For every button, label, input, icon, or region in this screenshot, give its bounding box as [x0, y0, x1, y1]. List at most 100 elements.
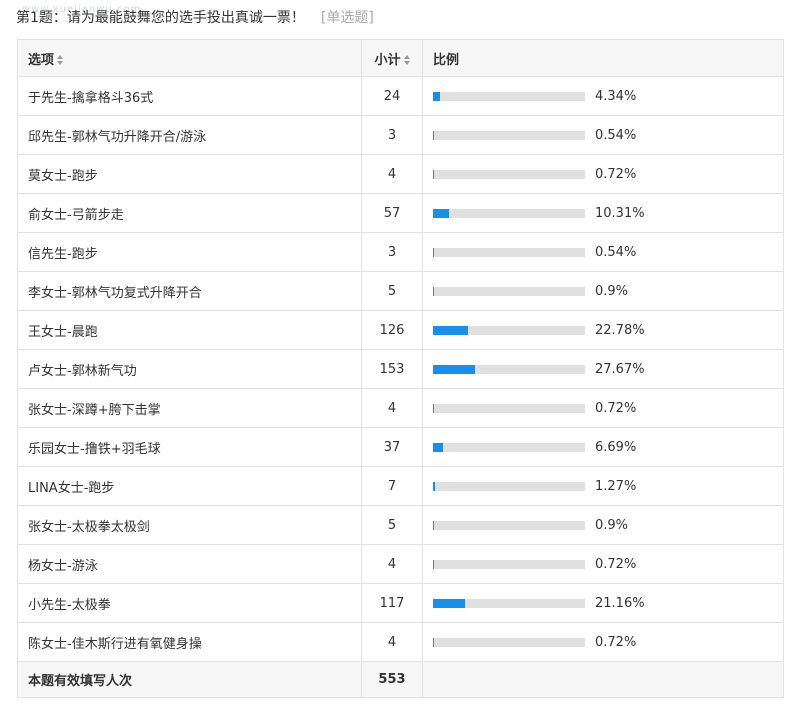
progress-bar	[433, 520, 585, 530]
table-row: 莫女士-跑步 4 0.72%	[17, 154, 784, 194]
question-title: 第1题：请为最能鼓舞您的选手投出真诚一票！ [单选题]	[16, 6, 374, 30]
count-cell: 126	[361, 310, 423, 350]
option-cell: 李女士-郭林气功复式升降开合	[17, 271, 362, 311]
count-cell: 4	[361, 388, 423, 428]
option-cell: 杨女士-游泳	[17, 544, 362, 584]
progress-bar	[433, 208, 585, 218]
count-cell: 117	[361, 583, 423, 623]
progress-bar	[433, 364, 585, 374]
progress-fill	[433, 169, 435, 179]
percent-label: 27.67%	[595, 361, 645, 377]
percent-label: 0.54%	[595, 244, 637, 260]
ratio-cell: 0.72%	[422, 544, 784, 584]
progress-bar	[433, 130, 585, 140]
percent-label: 0.72%	[595, 400, 637, 416]
progress-bar	[433, 91, 585, 101]
ratio-cell: 0.72%	[422, 388, 784, 428]
count-cell: 153	[361, 349, 423, 389]
progress-bar	[433, 403, 585, 413]
progress-bar	[433, 286, 585, 296]
ratio-cell: 10.31%	[422, 193, 784, 233]
percent-label: 21.16%	[595, 595, 645, 611]
table-row: 李女士-郭林气功复式升降开合 5 0.9%	[17, 271, 784, 311]
table-row: 信先生-跑步 3 0.54%	[17, 232, 784, 272]
count-cell: 4	[361, 154, 423, 194]
footer-label: 本题有效填写人次	[17, 661, 362, 698]
count-cell: 3	[361, 115, 423, 155]
question-type-label: [单选题]	[320, 10, 374, 26]
option-cell: 俞女士-弓箭步走	[17, 193, 362, 233]
ratio-cell: 4.34%	[422, 76, 784, 116]
ratio-cell: 0.54%	[422, 232, 784, 272]
count-cell: 24	[361, 76, 423, 116]
option-cell: 莫女士-跑步	[17, 154, 362, 194]
progress-bar	[433, 598, 585, 608]
progress-fill	[433, 637, 435, 647]
progress-fill	[433, 325, 468, 335]
progress-fill	[433, 403, 435, 413]
progress-fill	[433, 286, 435, 296]
table-header-row: 选项 小计 比例	[17, 39, 784, 77]
table-row: 于先生-擒拿格斗36式 24 4.34%	[17, 76, 784, 116]
footer-empty-cell	[422, 661, 784, 698]
percent-label: 22.78%	[595, 322, 645, 338]
ratio-cell: 0.72%	[422, 154, 784, 194]
count-cell: 37	[361, 427, 423, 467]
ratio-cell: 6.69%	[422, 427, 784, 467]
count-cell: 5	[361, 271, 423, 311]
progress-bar	[433, 637, 585, 647]
count-cell: 5	[361, 505, 423, 545]
header-count[interactable]: 小计	[361, 39, 423, 77]
percent-label: 0.54%	[595, 127, 637, 143]
ratio-cell: 0.54%	[422, 115, 784, 155]
progress-bar	[433, 247, 585, 257]
header-option-label: 选项	[28, 52, 55, 68]
percent-label: 4.34%	[595, 88, 637, 104]
ratio-cell: 22.78%	[422, 310, 784, 350]
progress-fill	[433, 520, 435, 530]
question-text: 第1题：请为最能鼓舞您的选手投出真诚一票！	[16, 10, 305, 26]
ratio-cell: 0.9%	[422, 505, 784, 545]
table-row: 王女士-晨跑 126 22.78%	[17, 310, 784, 350]
sort-icon[interactable]	[57, 54, 64, 65]
table-footer-row: 本题有效填写人次 553	[17, 661, 784, 698]
progress-fill	[433, 247, 434, 257]
progress-fill	[433, 481, 435, 491]
table-row: 陈女士-佳木斯行进有氧健身操 4 0.72%	[17, 622, 784, 662]
percent-label: 0.72%	[595, 556, 637, 572]
option-cell: 卢女士-郭林新气功	[17, 349, 362, 389]
progress-fill	[433, 130, 434, 140]
header-count-label: 小计	[374, 52, 401, 68]
percent-label: 0.9%	[595, 283, 629, 299]
count-cell: 4	[361, 544, 423, 584]
sort-icon[interactable]	[403, 54, 410, 65]
header-ratio-label: 比例	[433, 52, 460, 68]
progress-bar	[433, 559, 585, 569]
option-cell: 小先生-太极拳	[17, 583, 362, 623]
progress-bar	[433, 325, 585, 335]
table-row: 乐园女士-撸铁+羽毛球 37 6.69%	[17, 427, 784, 467]
option-cell: 王女士-晨跑	[17, 310, 362, 350]
table-row: 小先生-太极拳 117 21.16%	[17, 583, 784, 623]
progress-fill	[433, 364, 476, 374]
ratio-cell: 1.27%	[422, 466, 784, 506]
option-cell: 于先生-擒拿格斗36式	[17, 76, 362, 116]
ratio-cell: 27.67%	[422, 349, 784, 389]
progress-bar	[433, 481, 585, 491]
percent-label: 0.72%	[595, 166, 637, 182]
footer-total: 553	[361, 661, 423, 698]
count-cell: 57	[361, 193, 423, 233]
option-cell: 信先生-跑步	[17, 232, 362, 272]
percent-label: 0.72%	[595, 634, 637, 650]
header-option[interactable]: 选项	[17, 39, 362, 77]
option-cell: LINA女士-跑步	[17, 466, 362, 506]
percent-label: 1.27%	[595, 478, 637, 494]
table-row: 卢女士-郭林新气功 153 27.67%	[17, 349, 784, 389]
progress-fill	[433, 442, 444, 452]
ratio-cell: 0.72%	[422, 622, 784, 662]
progress-fill	[433, 598, 466, 608]
results-table: 选项 小计 比例 于先生-擒拿格斗36式 24 4.34% 邱先生-郭林气功升降开合/…	[17, 39, 784, 698]
table-row: 俞女士-弓箭步走 57 10.31%	[17, 193, 784, 233]
option-cell: 乐园女士-撸铁+羽毛球	[17, 427, 362, 467]
percent-label: 0.9%	[595, 517, 629, 533]
